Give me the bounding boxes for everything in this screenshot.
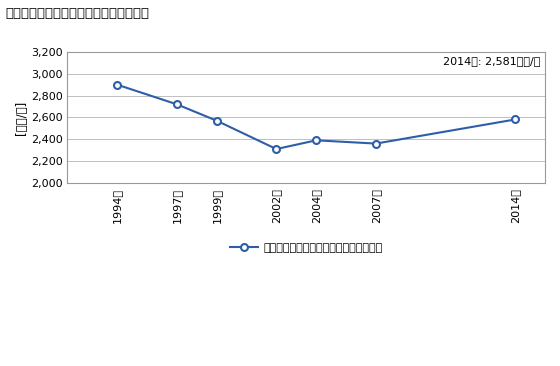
Y-axis label: [万円/人]: [万円/人]	[15, 100, 28, 135]
Text: 商業の従業者一人当たり年間商品販売額: 商業の従業者一人当たり年間商品販売額	[6, 7, 150, 20]
Text: 2014年: 2,581万円/人: 2014年: 2,581万円/人	[443, 56, 540, 66]
Legend: 商業の従業者一人当たり年間商品販売額: 商業の従業者一人当たり年間商品販売額	[226, 238, 387, 257]
